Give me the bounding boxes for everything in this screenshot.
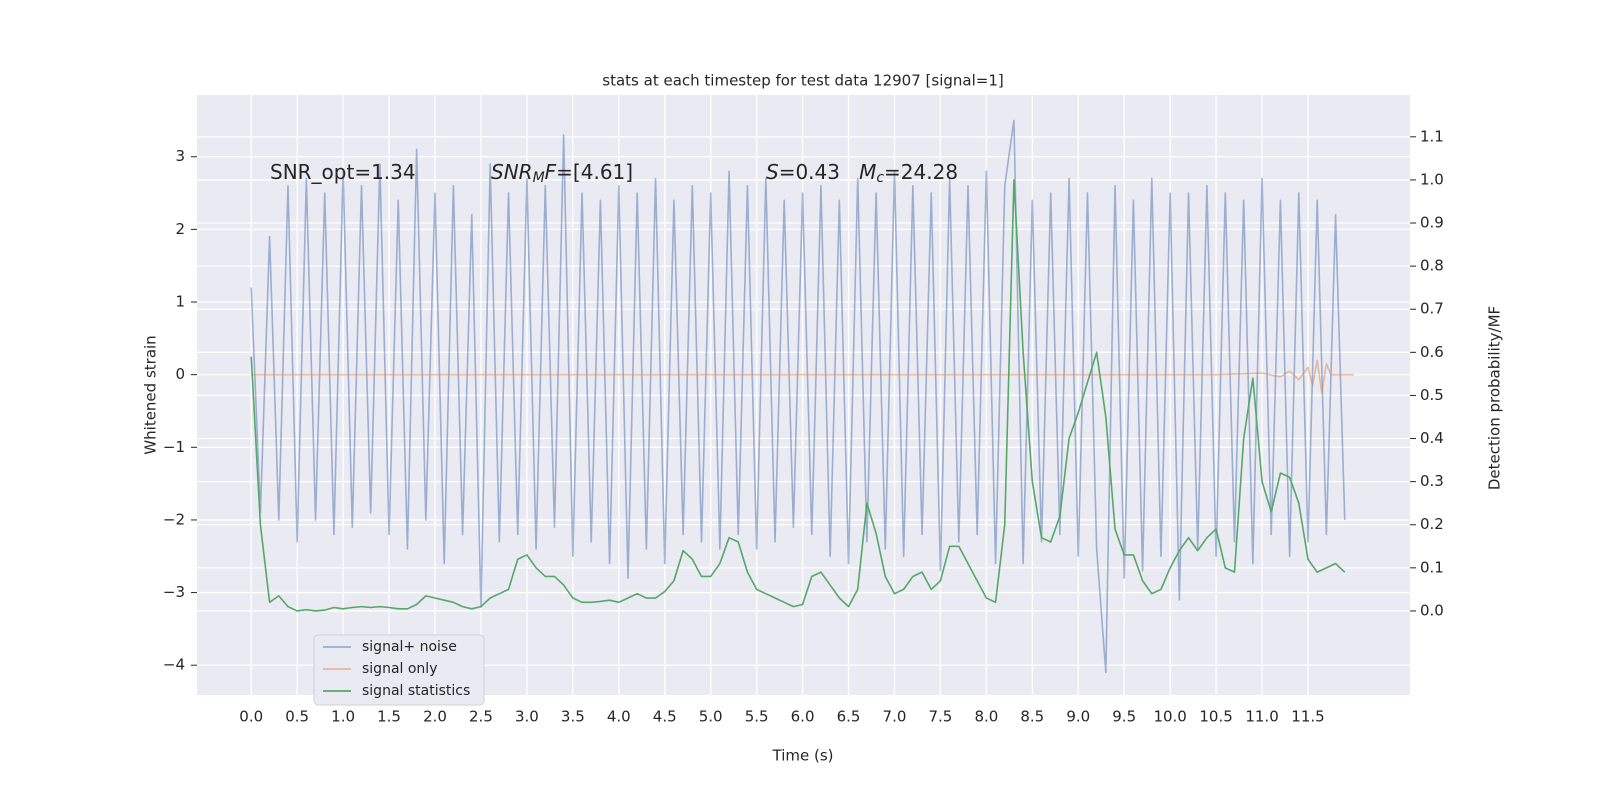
y-tick-label: 2 — [175, 220, 185, 238]
annotation-part: SNR_opt=1.34 — [270, 160, 416, 184]
legend-box — [313, 634, 485, 706]
x-tick-label: 3.0 — [515, 708, 539, 726]
y-axis-label: Whitened strain — [142, 335, 160, 454]
x-tick-label: 10.0 — [1153, 708, 1186, 726]
y2-tick-label: 0.0 — [1420, 601, 1444, 619]
x-tick-label: 1.0 — [331, 708, 355, 726]
y-tick-label: −3 — [163, 583, 185, 601]
x-tick-label: 9.5 — [1112, 708, 1136, 726]
y2-tick-label: 0.3 — [1420, 472, 1444, 490]
annotation-part: M — [533, 170, 545, 186]
y2-tick-label: 0.2 — [1420, 515, 1444, 533]
x-tick-label: 7.0 — [883, 708, 907, 726]
legend-label: signal only — [362, 661, 437, 677]
y2-tick-label: 0.6 — [1420, 343, 1444, 361]
x-tick-label: 8.0 — [974, 708, 998, 726]
annotation-part: =0.43 — [779, 160, 859, 184]
y-tick-label: −1 — [163, 438, 185, 456]
x-tick-label: 1.5 — [377, 708, 401, 726]
x-tick-label: 9.0 — [1066, 708, 1090, 726]
y2-tick-label: 0.9 — [1420, 214, 1444, 232]
legend-label: signal+ noise — [362, 639, 457, 655]
x-tick-label: 5.5 — [745, 708, 769, 726]
y2-axis-label: Detection probability/MF — [1486, 306, 1504, 490]
x-tick-label: 11.0 — [1245, 708, 1278, 726]
x-tick-label: 7.5 — [928, 708, 952, 726]
series-line — [250, 119, 1346, 674]
x-tick-label: 5.0 — [699, 708, 723, 726]
annotation-part: M — [859, 160, 876, 184]
y-tick-label: −2 — [163, 510, 185, 528]
x-tick-label: 6.0 — [791, 708, 815, 726]
annotation-part: c — [876, 170, 884, 186]
x-tick-label: 4.5 — [653, 708, 677, 726]
x-tick-label: 10.5 — [1199, 708, 1232, 726]
x-tick-label: 2.5 — [469, 708, 493, 726]
annotation-part: =24.28 — [884, 160, 958, 184]
x-tick-label: 0.5 — [285, 708, 309, 726]
annotation-part: =[4.61] — [556, 160, 633, 184]
x-tick-label: 6.5 — [837, 708, 861, 726]
x-tick-label: 2.0 — [423, 708, 447, 726]
y-tick-label: −4 — [163, 656, 185, 674]
annotation-part: SNR — [491, 160, 533, 184]
y2-tick-label: 0.5 — [1420, 386, 1444, 404]
annotation: SNRMF=[4.61] — [491, 160, 633, 187]
x-tick-label: 11.5 — [1291, 708, 1324, 726]
y2-tick-label: 0.7 — [1420, 300, 1444, 318]
y2-tick-label: 0.4 — [1420, 429, 1444, 447]
annotation-part: F — [545, 160, 557, 184]
series-line — [251, 359, 1354, 394]
x-tick-label: 4.0 — [607, 708, 631, 726]
y2-tick-label: 0.1 — [1420, 558, 1444, 576]
annotation: S=0.43 Mc=24.28 — [766, 160, 958, 187]
y-tick-label: 3 — [175, 147, 185, 165]
series-line — [250, 179, 1346, 612]
chart-title: stats at each timestep for test data 129… — [602, 72, 1003, 90]
annotation-part: S — [766, 160, 779, 184]
x-axis-label: Time (s) — [772, 747, 834, 765]
x-tick-label: 3.5 — [561, 708, 585, 726]
y-tick-label: 0 — [175, 365, 185, 383]
legend-label: signal statistics — [362, 683, 470, 699]
y-tick-label: 1 — [175, 293, 185, 311]
annotation: SNR_opt=1.34 — [270, 160, 416, 184]
x-tick-label: 0.0 — [239, 708, 263, 726]
y2-tick-label: 0.8 — [1420, 257, 1444, 275]
x-tick-label: 8.5 — [1020, 708, 1044, 726]
y2-tick-label: 1.0 — [1420, 170, 1444, 188]
y2-tick-label: 1.1 — [1420, 127, 1444, 145]
